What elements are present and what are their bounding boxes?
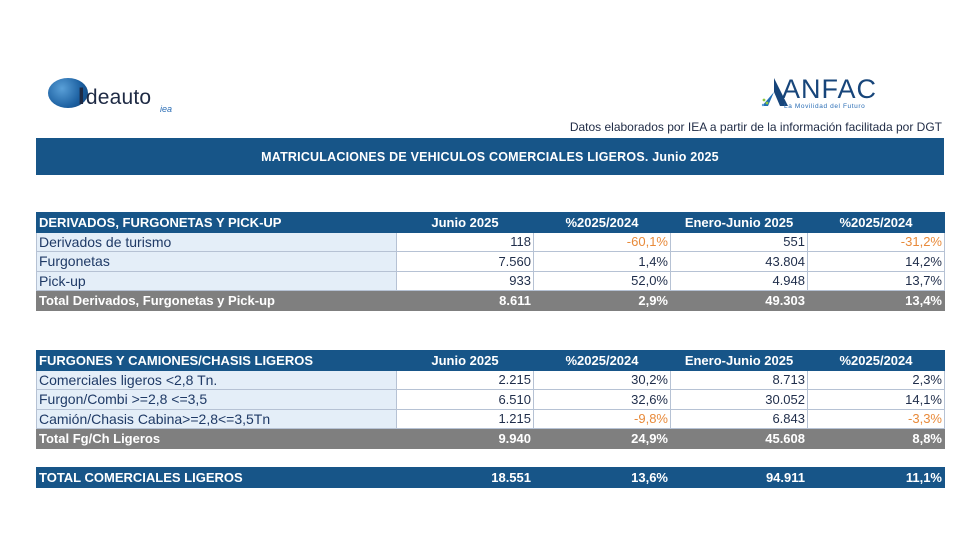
cell-month-change: -9,8% [533,408,671,429]
ideauto-wordmark: Ideauto [78,83,152,110]
table-row: Furgon/Combi >=2,8 <=3,5 6.510 32,6% 30.… [36,389,945,410]
iea-mark: iea [160,104,173,114]
grand-total-row: TOTAL COMERCIALES LIGEROS 18.551 13,6% 9… [36,467,945,488]
anfac-logo: ANFAC La Movilidad del Futuro [760,74,900,110]
cell-month: 118 [396,231,534,252]
source-note: Datos elaborados por IEA a partir de la … [569,120,942,134]
cell-ytd-change: 2,3% [807,369,945,390]
grand-total-month-change: 13,6% [533,467,671,488]
cell-month-change: 30,2% [533,369,671,390]
table-grand-total: TOTAL COMERCIALES LIGEROS 18.551 13,6% 9… [36,467,945,488]
row-label: Pick-up [36,270,397,291]
cell-month-change: 52,0% [533,270,671,291]
cell-month: 7.560 [396,251,534,272]
total-ytd-change: 8,8% [807,428,945,449]
cell-month-change: -60,1% [533,231,671,252]
cell-ytd-change: -3,3% [807,408,945,429]
col-header-category: FURGONES Y CAMIONES/CHASIS LIGEROS [36,350,397,371]
total-month-change: 2,9% [533,290,671,311]
grand-total-ytd: 94.911 [670,467,808,488]
grand-total-label: TOTAL COMERCIALES LIGEROS [36,467,397,488]
table-furgones: FURGONES Y CAMIONES/CHASIS LIGEROS Junio… [36,350,945,449]
col-header-month: Junio 2025 [396,212,534,233]
table-header: DERIVADOS, FURGONETAS Y PICK-UP Junio 20… [36,212,945,233]
total-label: Total Derivados, Furgonetas y Pick-up [36,290,397,311]
col-header-ytd: Enero-Junio 2025 [670,350,808,371]
cell-ytd: 6.843 [670,408,808,429]
total-ytd: 49.303 [670,290,808,311]
row-label: Camión/Chasis Cabina>=2,8<=3,5Tn [36,408,397,429]
cell-ytd: 551 [670,231,808,252]
cell-ytd: 43.804 [670,251,808,272]
total-row: Total Fg/Ch Ligeros 9.940 24,9% 45.608 8… [36,428,945,449]
total-ytd: 45.608 [670,428,808,449]
row-label: Derivados de turismo [36,231,397,252]
row-label: Furgon/Combi >=2,8 <=3,5 [36,389,397,410]
anfac-wordmark: ANFAC [782,74,878,104]
ideauto-logo: Ideauto iea [48,75,178,115]
grand-total-ytd-change: 11,1% [807,467,945,488]
col-header-ytd-change: %2025/2024 [807,350,945,371]
col-header-month-change: %2025/2024 [533,350,671,371]
col-header-month: Junio 2025 [396,350,534,371]
col-header-category: DERIVADOS, FURGONETAS Y PICK-UP [36,212,397,233]
anfac-tagline: La Movilidad del Futuro [784,103,866,110]
total-row: Total Derivados, Furgonetas y Pick-up 8.… [36,290,945,311]
cell-ytd-change: 13,7% [807,270,945,291]
table-row: Derivados de turismo 118 -60,1% 551 -31,… [36,231,945,252]
table-row: Furgonetas 7.560 1,4% 43.804 14,2% [36,251,945,272]
total-ytd-change: 13,4% [807,290,945,311]
table-row: Camión/Chasis Cabina>=2,8<=3,5Tn 1.215 -… [36,408,945,429]
cell-month-change: 1,4% [533,251,671,272]
cell-ytd-change: -31,2% [807,231,945,252]
row-label: Comerciales ligeros <2,8 Tn. [36,369,397,390]
col-header-ytd: Enero-Junio 2025 [670,212,808,233]
total-month: 8.611 [396,290,534,311]
cell-ytd-change: 14,1% [807,389,945,410]
cell-month: 933 [396,270,534,291]
table-row: Comerciales ligeros <2,8 Tn. 2.215 30,2%… [36,369,945,390]
grand-total-month: 18.551 [396,467,534,488]
cell-ytd: 30.052 [670,389,808,410]
cell-ytd: 4.948 [670,270,808,291]
cell-month-change: 32,6% [533,389,671,410]
total-month: 9.940 [396,428,534,449]
table-derivados: DERIVADOS, FURGONETAS Y PICK-UP Junio 20… [36,212,945,311]
globe-icon [48,78,88,108]
cell-month: 6.510 [396,389,534,410]
cell-month: 2.215 [396,369,534,390]
total-month-change: 24,9% [533,428,671,449]
col-header-ytd-change: %2025/2024 [807,212,945,233]
cell-ytd-change: 14,2% [807,251,945,272]
report-title: MATRICULACIONES DE VEHICULOS COMERCIALES… [36,138,944,175]
cell-ytd: 8.713 [670,369,808,390]
col-header-month-change: %2025/2024 [533,212,671,233]
row-label: Furgonetas [36,251,397,272]
total-label: Total Fg/Ch Ligeros [36,428,397,449]
table-header: FURGONES Y CAMIONES/CHASIS LIGEROS Junio… [36,350,945,371]
anfac-triangle-icon [761,78,788,107]
cell-month: 1.215 [396,408,534,429]
table-row: Pick-up 933 52,0% 4.948 13,7% [36,270,945,291]
